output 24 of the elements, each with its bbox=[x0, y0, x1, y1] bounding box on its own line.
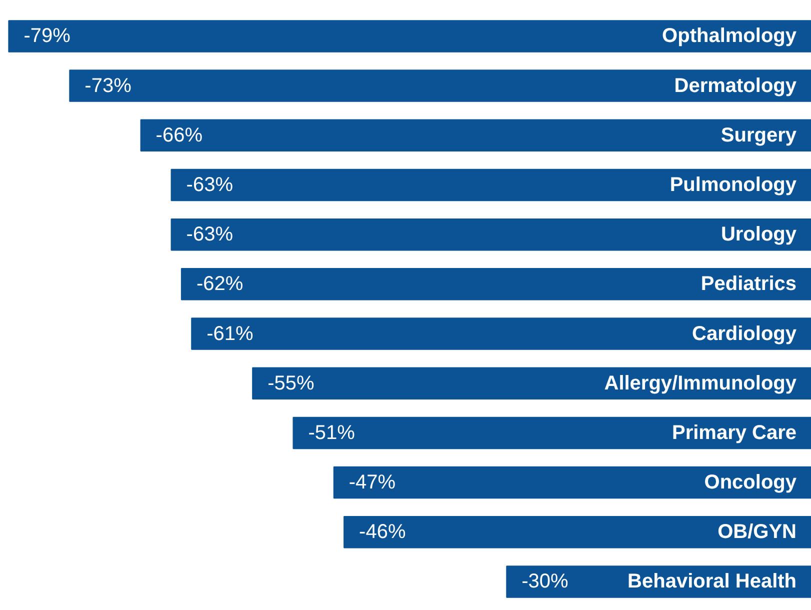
data-label: -62% bbox=[196, 273, 244, 296]
data-label: -73% bbox=[84, 74, 132, 97]
y-tick-label: Allergy/Immunology bbox=[604, 372, 798, 394]
y-tick-label: Dermatology bbox=[674, 74, 798, 97]
data-label: -30% bbox=[522, 570, 569, 593]
y-tick-label: Opthalmology bbox=[662, 25, 798, 48]
y-tick-label: Oncology bbox=[704, 472, 798, 494]
data-label: -66% bbox=[156, 124, 203, 146]
data-label: -51% bbox=[308, 422, 356, 444]
data-label: -79% bbox=[24, 25, 71, 48]
y-tick-label: Pediatrics bbox=[700, 273, 797, 296]
y-tick-label: OB/GYN bbox=[718, 521, 797, 544]
y-tick-label: Pulmonology bbox=[670, 174, 798, 196]
data-label: -63% bbox=[186, 224, 234, 246]
data-label: -55% bbox=[268, 372, 314, 394]
data-label: -47% bbox=[348, 472, 396, 494]
y-tick-label: Urology bbox=[720, 224, 798, 246]
y-tick-label: Primary Care bbox=[672, 422, 797, 444]
data-label: -61% bbox=[206, 322, 254, 345]
y-tick-label: Cardiology bbox=[692, 322, 798, 345]
data-label: -46% bbox=[359, 521, 406, 544]
data-label: -63% bbox=[186, 174, 234, 196]
y-tick-label: Behavioral Health bbox=[628, 570, 797, 593]
y-tick-label: Surgery bbox=[720, 124, 798, 146]
